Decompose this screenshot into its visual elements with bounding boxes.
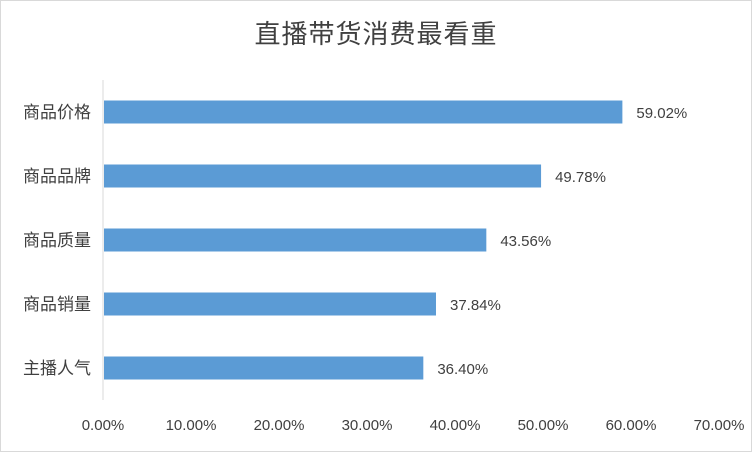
bar (104, 356, 424, 380)
bar (104, 164, 542, 188)
category-label: 商品品牌 (23, 167, 91, 187)
x-tick-label: 0.00% (82, 417, 125, 434)
x-tick-label: 60.00% (606, 417, 657, 434)
x-tick-label: 20.00% (254, 417, 305, 434)
x-tick-label: 50.00% (518, 417, 569, 434)
bar (104, 228, 487, 252)
category-label: 商品销量 (23, 295, 91, 315)
x-tick-label: 40.00% (430, 417, 481, 434)
data-label: 43.56% (500, 233, 551, 250)
chart-title: 直播带货消费最看重 (254, 20, 498, 50)
x-tick-label: 30.00% (342, 417, 393, 434)
category-label: 商品价格 (23, 103, 91, 123)
data-label: 36.40% (437, 361, 488, 378)
x-tick-label: 70.00% (694, 417, 745, 434)
data-label: 37.84% (450, 297, 501, 314)
bar (104, 100, 623, 124)
data-label: 59.02% (636, 105, 687, 122)
bar (104, 292, 436, 316)
x-tick-label: 10.00% (166, 417, 217, 434)
data-label: 49.78% (555, 169, 606, 186)
category-label: 主播人气 (23, 359, 91, 379)
category-label: 商品质量 (23, 231, 91, 251)
